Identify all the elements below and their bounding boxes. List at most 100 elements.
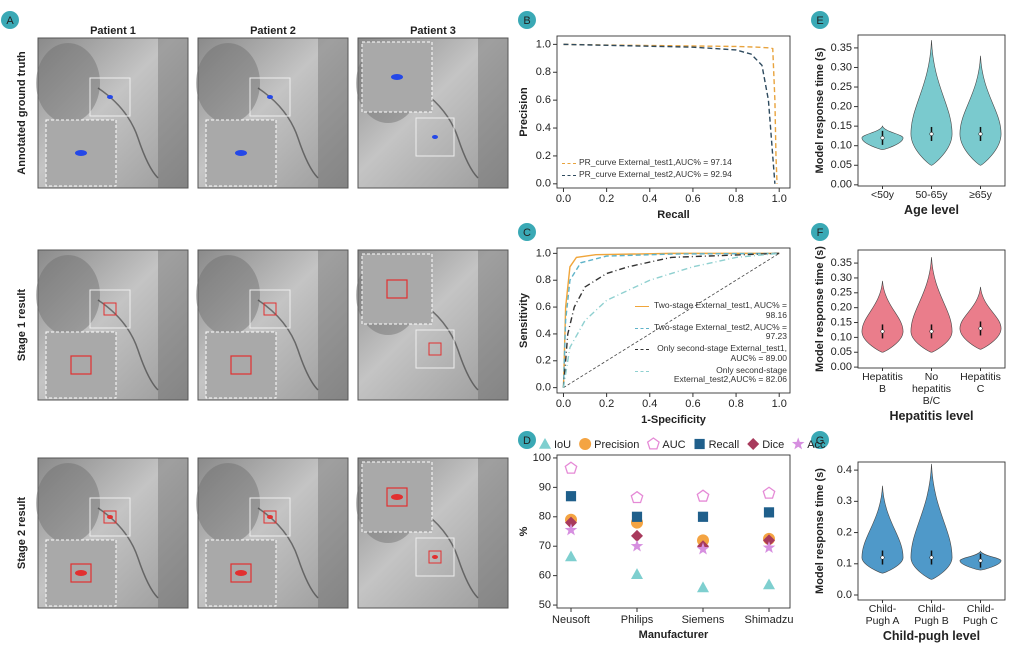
median-dot [880, 555, 885, 560]
x-tick-label: 0.0 [556, 398, 571, 410]
lesion-mask [107, 515, 113, 519]
violin [959, 286, 1002, 350]
y-tick-label: 0.1 [837, 558, 852, 570]
x-tick-label: 50-65y [915, 189, 948, 201]
column-header: Patient 1 [90, 25, 136, 37]
vessel [257, 87, 319, 179]
y-tick-label: 0.4 [536, 328, 551, 340]
lesion-mask [107, 95, 113, 99]
lesion-mask [235, 150, 247, 156]
angiogram-image [196, 37, 349, 189]
violin [910, 463, 953, 580]
angiogram-image [196, 249, 349, 401]
y-tick-label: 0.20 [831, 100, 852, 112]
legend-label: Recall [709, 439, 740, 451]
plot-frame [556, 454, 791, 609]
vessel [97, 299, 159, 391]
x-axis: Hepatitis B No hepatitis B/C Hepatitis C He… [858, 371, 1005, 424]
y-tick-label: 0.15 [831, 316, 852, 328]
marker [762, 486, 776, 499]
legend-entry: PR_curve External_test1,AUC% = 97.14 [562, 157, 732, 168]
legend-swatch [635, 306, 649, 307]
legend-swatch [562, 174, 576, 176]
median-dot [978, 558, 983, 563]
plot-frame [556, 35, 791, 189]
x-axis-label: Child-pugh level [882, 629, 981, 644]
legend-marker [791, 437, 805, 450]
detection-box [70, 563, 92, 583]
image-shadow [196, 463, 260, 543]
marker [565, 516, 577, 529]
panel-badge [518, 11, 536, 29]
y-tick-label: 0.2 [536, 150, 551, 162]
marker [696, 542, 710, 555]
curve [563, 43, 776, 184]
detection-box [230, 563, 252, 583]
legend-label: AUC [662, 439, 685, 451]
median-dot [978, 326, 983, 331]
x-axis-label: Age level [904, 203, 959, 218]
panel-label: G [816, 435, 825, 447]
y-axis-label: Model response time (s) [814, 246, 826, 372]
legend-entry: Only second-stage External_test2,AUC% = … [632, 365, 787, 386]
legend-marker [747, 438, 760, 450]
detection-box [103, 510, 117, 524]
vessel [257, 299, 319, 391]
median-dot [880, 329, 885, 334]
row-label: Stage 2 result [16, 497, 28, 569]
vessel [417, 87, 479, 179]
legend-entry: Two-stage External_test2, AUC% = 97.23 [632, 322, 787, 343]
x-tick-label: Shimadzu [745, 614, 794, 626]
y-tick-label: 0.25 [831, 287, 852, 299]
zoom-inset [205, 331, 277, 399]
zoom-box [415, 329, 455, 369]
panel-badge [518, 431, 536, 449]
median-dot [880, 135, 885, 140]
violin [861, 280, 904, 353]
marker [763, 578, 775, 590]
y-tick-label: 0.35 [831, 257, 852, 269]
y-tick-label: 0.05 [831, 159, 852, 171]
x-tick-label: Child-Pugh A [865, 603, 900, 628]
vessel [257, 507, 319, 599]
column-header: Patient 2 [250, 25, 296, 37]
zoom-box [249, 497, 291, 537]
angiogram-image [356, 457, 509, 609]
legend-label: IoU [554, 439, 571, 451]
x-tick-row: Hepatitis B No hepatitis B/C Hepatitis C [858, 371, 1005, 407]
marker [565, 491, 577, 502]
vessel [417, 299, 479, 391]
legend-label: Acc [807, 439, 826, 451]
zoom-box [89, 497, 131, 537]
reference-diagonal [563, 253, 780, 388]
x-tick-label: 0.2 [599, 193, 614, 205]
panel-badge [811, 11, 829, 29]
marker [697, 511, 709, 522]
spine-shadow [478, 250, 508, 400]
x-tick-label: Siemens [682, 614, 725, 626]
detection-box [428, 342, 442, 356]
zoom-box [415, 537, 455, 577]
lesion-mask [75, 150, 87, 156]
x-tick-label: 0.4 [642, 193, 657, 205]
curve [562, 252, 780, 388]
marker [697, 581, 709, 593]
x-axis-label: 1-Specificity [641, 414, 707, 426]
panel-label: A [6, 15, 14, 27]
legend-marker [646, 437, 660, 450]
legend-label: Two-stage External_test1, AUC% = 98.16 [654, 300, 787, 320]
lesion-mask [432, 135, 438, 139]
detection-box [230, 355, 252, 375]
detection-box [70, 355, 92, 375]
panel-badge [1, 11, 19, 29]
x-tick-row: Child-Pugh A Child-Pugh B Child-Pugh C [858, 603, 1005, 627]
lesion-mask [75, 570, 87, 576]
detection-box [386, 279, 408, 299]
detection-box [263, 510, 277, 524]
y-tick-label: 70 [539, 540, 551, 552]
legend-label: PR_curve External_test1,AUC% = 97.14 [579, 157, 732, 167]
y-axis-label: Model response time (s) [814, 468, 826, 594]
x-tick-label: 0.8 [728, 398, 743, 410]
marker [631, 568, 643, 579]
